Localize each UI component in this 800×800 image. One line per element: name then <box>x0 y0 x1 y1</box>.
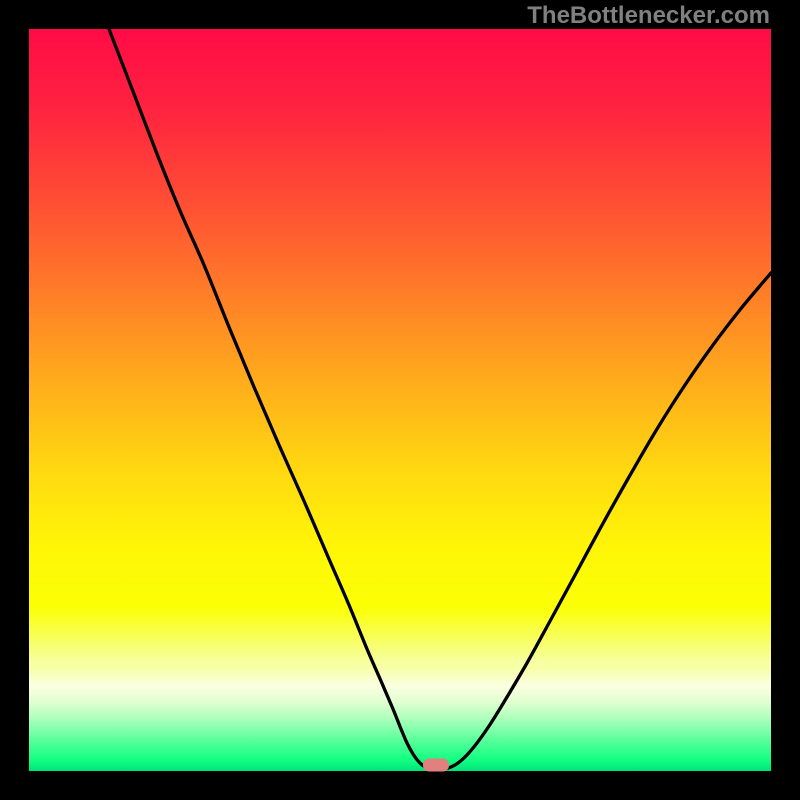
watermark-text: TheBottlenecker.com <box>527 2 770 30</box>
optimal-marker <box>423 759 449 772</box>
bottleneck-curve <box>29 29 771 771</box>
plot-area <box>29 29 771 771</box>
chart-frame: TheBottlenecker.com <box>0 0 800 800</box>
